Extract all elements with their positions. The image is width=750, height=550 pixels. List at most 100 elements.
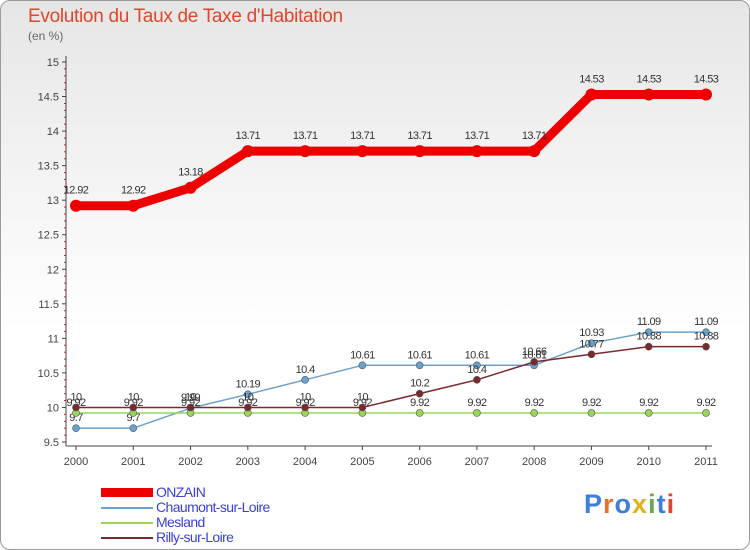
data-point-0	[241, 145, 254, 158]
data-label-3: 10	[357, 391, 369, 403]
data-point-3	[644, 342, 653, 351]
data-point-0	[356, 145, 369, 158]
data-label-1: 11.09	[694, 316, 718, 328]
data-point-0	[528, 145, 541, 158]
data-label-1: 10.19	[236, 378, 261, 390]
y-tick-label: 14	[47, 126, 59, 138]
x-tick-label: 2007	[465, 456, 489, 468]
y-tick-label: 11	[48, 333, 59, 345]
data-point-0	[642, 88, 655, 101]
chart-title: Evolution du Taux de Taxe d'Habitation	[28, 6, 343, 27]
data-label-2: 9.92	[410, 397, 429, 409]
data-label-1: 10.61	[465, 349, 490, 361]
data-label-0: 12.92	[64, 185, 89, 197]
data-point-2	[702, 409, 710, 417]
data-label-2: 9.92	[582, 397, 601, 409]
data-label-2: 9.92	[467, 397, 486, 409]
data-label-2: 9.92	[696, 397, 715, 409]
data-label-2: 9.92	[525, 397, 544, 409]
data-point-1	[702, 328, 710, 336]
data-point-1	[587, 339, 596, 348]
x-tick-label: 2004	[293, 456, 317, 468]
logo-letter: x	[632, 489, 649, 519]
data-point-0	[184, 181, 197, 194]
data-label-0: 13.71	[293, 130, 318, 142]
chart-subtitle: (en %)	[28, 29, 64, 43]
logo-letter: i	[648, 489, 657, 519]
data-point-0	[470, 145, 483, 158]
y-tick-label: 9.5	[44, 437, 59, 449]
data-point-0	[585, 88, 598, 101]
data-label-1: 11.09	[637, 316, 661, 328]
data-label-1: 9.99	[181, 392, 200, 404]
data-point-1	[644, 328, 653, 336]
data-point-1	[473, 361, 481, 370]
data-label-0: 13.71	[236, 130, 261, 142]
data-point-0	[413, 145, 426, 158]
y-tick-label: 15	[47, 57, 59, 69]
y-tick-label: 14.5	[38, 92, 59, 104]
y-tick-label: 10.5	[38, 368, 59, 380]
data-label-0: 13.71	[465, 130, 490, 142]
series-line-3	[75, 345, 707, 409]
legend-swatch-onzain	[101, 488, 153, 497]
data-label-0: 13.71	[522, 130, 547, 142]
data-point-0	[127, 199, 140, 212]
legend-item-onzain: ONZAIN	[101, 485, 270, 500]
legend-label-onzain: ONZAIN	[156, 484, 206, 500]
data-label-1: 10.61	[350, 349, 375, 361]
data-label-1: 10.4	[296, 364, 315, 376]
x-tick-label: 2005	[350, 456, 374, 468]
x-tick-label: 2002	[178, 456, 202, 468]
y-tick-label: 13.5	[38, 161, 59, 173]
data-point-2	[587, 409, 596, 417]
data-label-0: 12.92	[121, 185, 146, 197]
data-point-3	[358, 403, 367, 412]
data-label-1: 10.93	[579, 327, 604, 339]
x-tick-label: 2009	[579, 456, 603, 468]
logo-letter: P	[584, 489, 604, 519]
legend-swatch-rilly	[101, 536, 153, 539]
proxiti-logo: Proxiti	[584, 489, 675, 520]
legend-label-mesland: Mesland	[156, 514, 205, 530]
data-label-3: 10.77	[579, 338, 604, 350]
chart-legend: ONZAIN Chaumont-sur-Loire Mesland Rilly-…	[101, 485, 270, 545]
data-point-2	[644, 409, 653, 417]
data-point-1	[358, 361, 367, 370]
legend-item-rilly: Rilly-sur-Loire	[101, 530, 270, 545]
data-label-0: 13.18	[178, 167, 203, 179]
legend-label-chaumont: Chaumont-sur-Loire	[156, 499, 270, 515]
legend-swatch-chaumont	[101, 506, 153, 509]
data-label-0: 14.53	[694, 73, 719, 85]
data-label-3: 10.88	[694, 331, 719, 343]
legend-item-chaumont: Chaumont-sur-Loire	[101, 500, 270, 515]
data-label-3: 10	[128, 391, 140, 403]
data-label-3: 10.4	[467, 364, 486, 376]
data-label-2: 9.92	[124, 397, 143, 409]
data-label-3: 10.66	[522, 346, 547, 358]
data-point-2	[415, 409, 424, 417]
data-point-0	[700, 88, 712, 101]
legend-label-rilly: Rilly-sur-Loire	[156, 529, 234, 545]
data-label-3: 10.88	[636, 331, 661, 343]
data-point-2	[530, 409, 538, 417]
data-point-3	[186, 403, 195, 412]
data-label-2: 9.92	[238, 397, 257, 409]
data-point-3	[587, 350, 596, 359]
series-line-0	[71, 89, 711, 211]
x-tick-label: 2000	[64, 456, 88, 468]
data-label-3: 10	[185, 391, 197, 403]
data-label-1: 10.61	[522, 349, 547, 361]
data-label-2: 9.92	[639, 397, 658, 409]
y-tick-label: 11.5	[38, 299, 59, 311]
data-point-3	[129, 403, 138, 412]
series-line-1	[75, 331, 707, 429]
logo-letter: i	[666, 489, 676, 519]
legend-swatch-mesland	[101, 521, 153, 524]
data-point-0	[299, 145, 312, 158]
data-point-3	[473, 376, 481, 384]
x-tick-label: 2001	[121, 456, 145, 468]
data-label-2: 9.92	[181, 397, 200, 409]
data-point-1	[72, 424, 80, 432]
